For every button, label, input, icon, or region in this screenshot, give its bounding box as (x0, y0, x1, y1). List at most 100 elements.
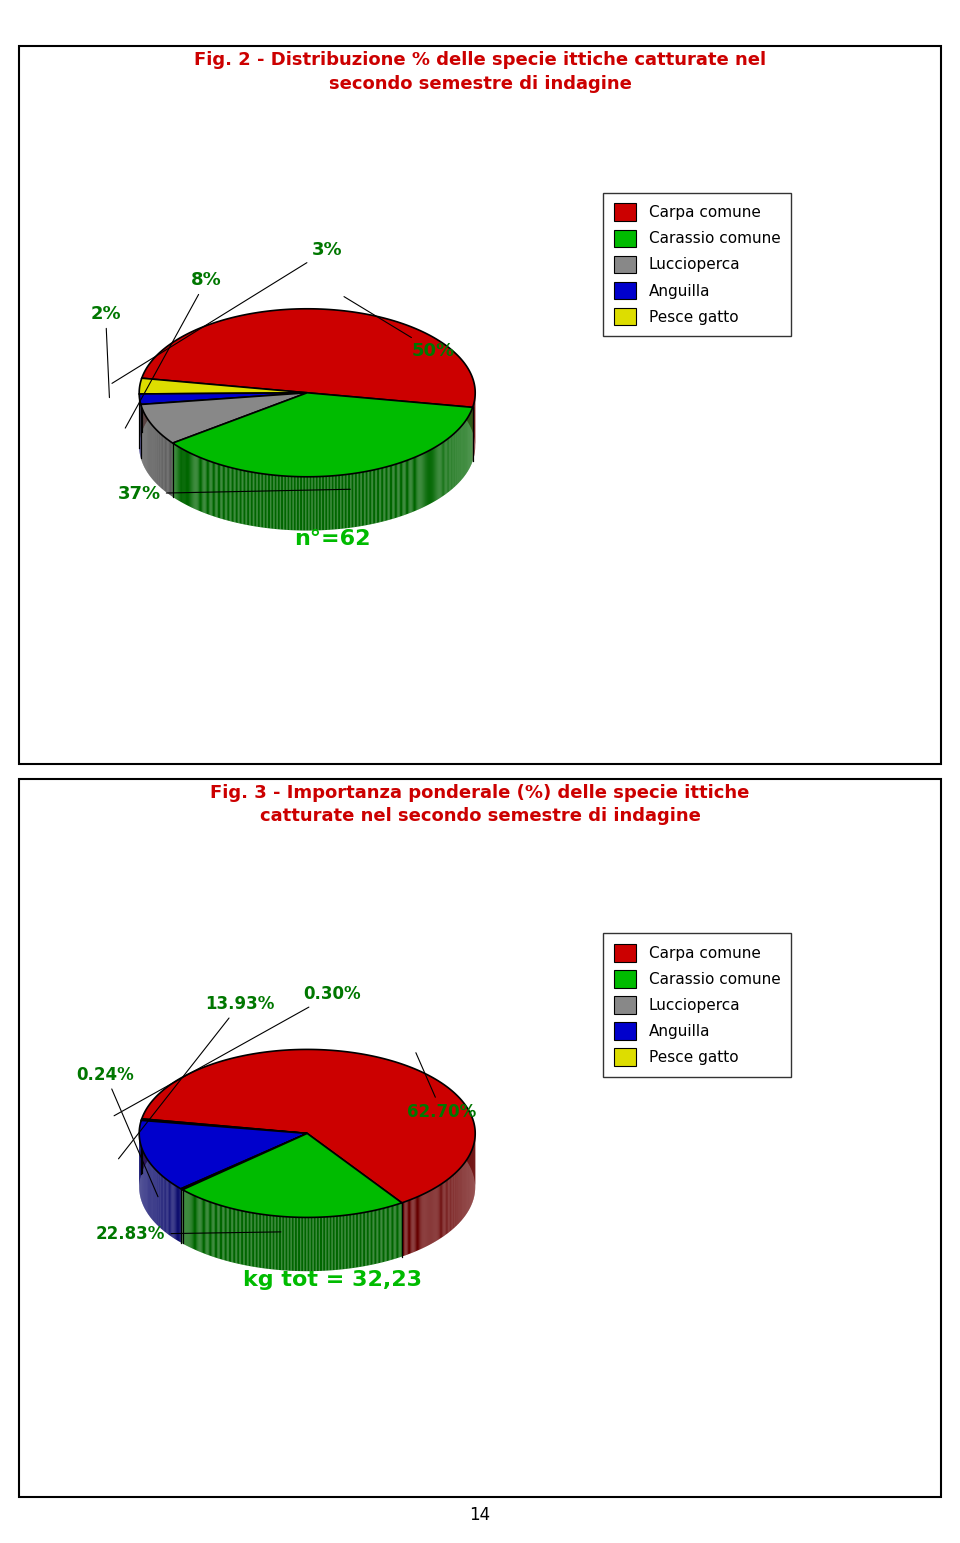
Polygon shape (274, 475, 275, 529)
Polygon shape (383, 318, 385, 372)
Polygon shape (262, 1052, 264, 1106)
Polygon shape (382, 1058, 384, 1113)
Polygon shape (221, 1205, 223, 1259)
Polygon shape (379, 1210, 380, 1264)
Polygon shape (278, 1051, 279, 1105)
Polygon shape (190, 1193, 191, 1248)
Polygon shape (230, 1208, 231, 1262)
Polygon shape (267, 1214, 269, 1268)
Polygon shape (272, 475, 274, 529)
Polygon shape (238, 469, 240, 523)
Polygon shape (185, 335, 186, 389)
Polygon shape (405, 1200, 407, 1256)
Text: 0.30%: 0.30% (114, 984, 361, 1116)
Polygon shape (382, 318, 383, 372)
Polygon shape (314, 1217, 315, 1271)
Polygon shape (291, 477, 292, 531)
Polygon shape (394, 464, 395, 518)
Polygon shape (408, 326, 410, 380)
Polygon shape (224, 1207, 225, 1261)
Polygon shape (299, 1049, 300, 1103)
Polygon shape (272, 1216, 273, 1270)
Polygon shape (356, 1054, 358, 1108)
Polygon shape (240, 1055, 242, 1109)
Polygon shape (303, 1217, 305, 1271)
Polygon shape (407, 1066, 409, 1120)
Polygon shape (218, 1062, 220, 1116)
Polygon shape (261, 1214, 263, 1268)
Polygon shape (338, 310, 339, 364)
Polygon shape (184, 1191, 185, 1245)
Polygon shape (417, 1196, 418, 1251)
Polygon shape (290, 1217, 292, 1271)
Polygon shape (228, 318, 229, 372)
Polygon shape (410, 1066, 411, 1122)
Polygon shape (181, 336, 182, 390)
Polygon shape (230, 468, 231, 522)
Polygon shape (260, 474, 262, 528)
Polygon shape (387, 1207, 388, 1261)
Polygon shape (196, 1196, 197, 1251)
Polygon shape (321, 309, 322, 363)
Polygon shape (374, 1057, 375, 1111)
Polygon shape (207, 326, 208, 380)
Polygon shape (348, 312, 349, 366)
Polygon shape (358, 1213, 360, 1267)
Polygon shape (281, 1216, 283, 1270)
Polygon shape (385, 318, 386, 372)
Polygon shape (201, 1199, 202, 1253)
Polygon shape (198, 457, 199, 511)
Polygon shape (420, 1196, 421, 1250)
Polygon shape (433, 447, 434, 503)
Polygon shape (310, 477, 311, 531)
Polygon shape (302, 477, 304, 531)
Polygon shape (339, 1216, 340, 1270)
Polygon shape (390, 1060, 392, 1114)
Polygon shape (352, 312, 353, 366)
Polygon shape (266, 474, 268, 528)
Polygon shape (366, 471, 367, 525)
Polygon shape (361, 1054, 362, 1108)
Polygon shape (250, 1054, 252, 1108)
Polygon shape (220, 321, 221, 375)
Polygon shape (417, 457, 418, 511)
Text: 3%: 3% (112, 241, 343, 383)
Polygon shape (193, 1194, 194, 1250)
Legend: Carpa comune, Carassio comune, Luccioperca, Anguilla, Pesce gatto: Carpa comune, Carassio comune, Luccioper… (603, 934, 791, 1077)
Polygon shape (279, 475, 280, 529)
Polygon shape (317, 477, 319, 531)
Polygon shape (209, 1065, 211, 1119)
Polygon shape (328, 1051, 329, 1103)
Polygon shape (235, 1057, 236, 1111)
Polygon shape (372, 1211, 373, 1265)
Polygon shape (286, 1217, 287, 1270)
Polygon shape (189, 1072, 191, 1128)
Polygon shape (344, 310, 345, 364)
Polygon shape (233, 468, 234, 522)
Polygon shape (186, 1074, 187, 1129)
Polygon shape (188, 1074, 189, 1128)
Polygon shape (231, 468, 233, 522)
Polygon shape (415, 1069, 416, 1123)
Polygon shape (388, 1207, 390, 1261)
Polygon shape (413, 458, 414, 512)
Polygon shape (184, 335, 185, 389)
Polygon shape (185, 451, 186, 505)
Polygon shape (253, 313, 255, 367)
Polygon shape (401, 1063, 402, 1119)
Polygon shape (323, 1049, 324, 1103)
Polygon shape (395, 321, 396, 375)
Polygon shape (201, 327, 202, 381)
Polygon shape (323, 477, 324, 531)
Polygon shape (299, 309, 300, 363)
Text: 8%: 8% (125, 272, 222, 427)
Polygon shape (251, 472, 252, 526)
Polygon shape (251, 1213, 252, 1267)
Polygon shape (409, 458, 411, 514)
Polygon shape (200, 329, 201, 383)
Polygon shape (255, 313, 256, 367)
Polygon shape (249, 313, 250, 367)
Polygon shape (210, 461, 211, 515)
Polygon shape (275, 1216, 276, 1270)
Polygon shape (400, 1204, 402, 1258)
